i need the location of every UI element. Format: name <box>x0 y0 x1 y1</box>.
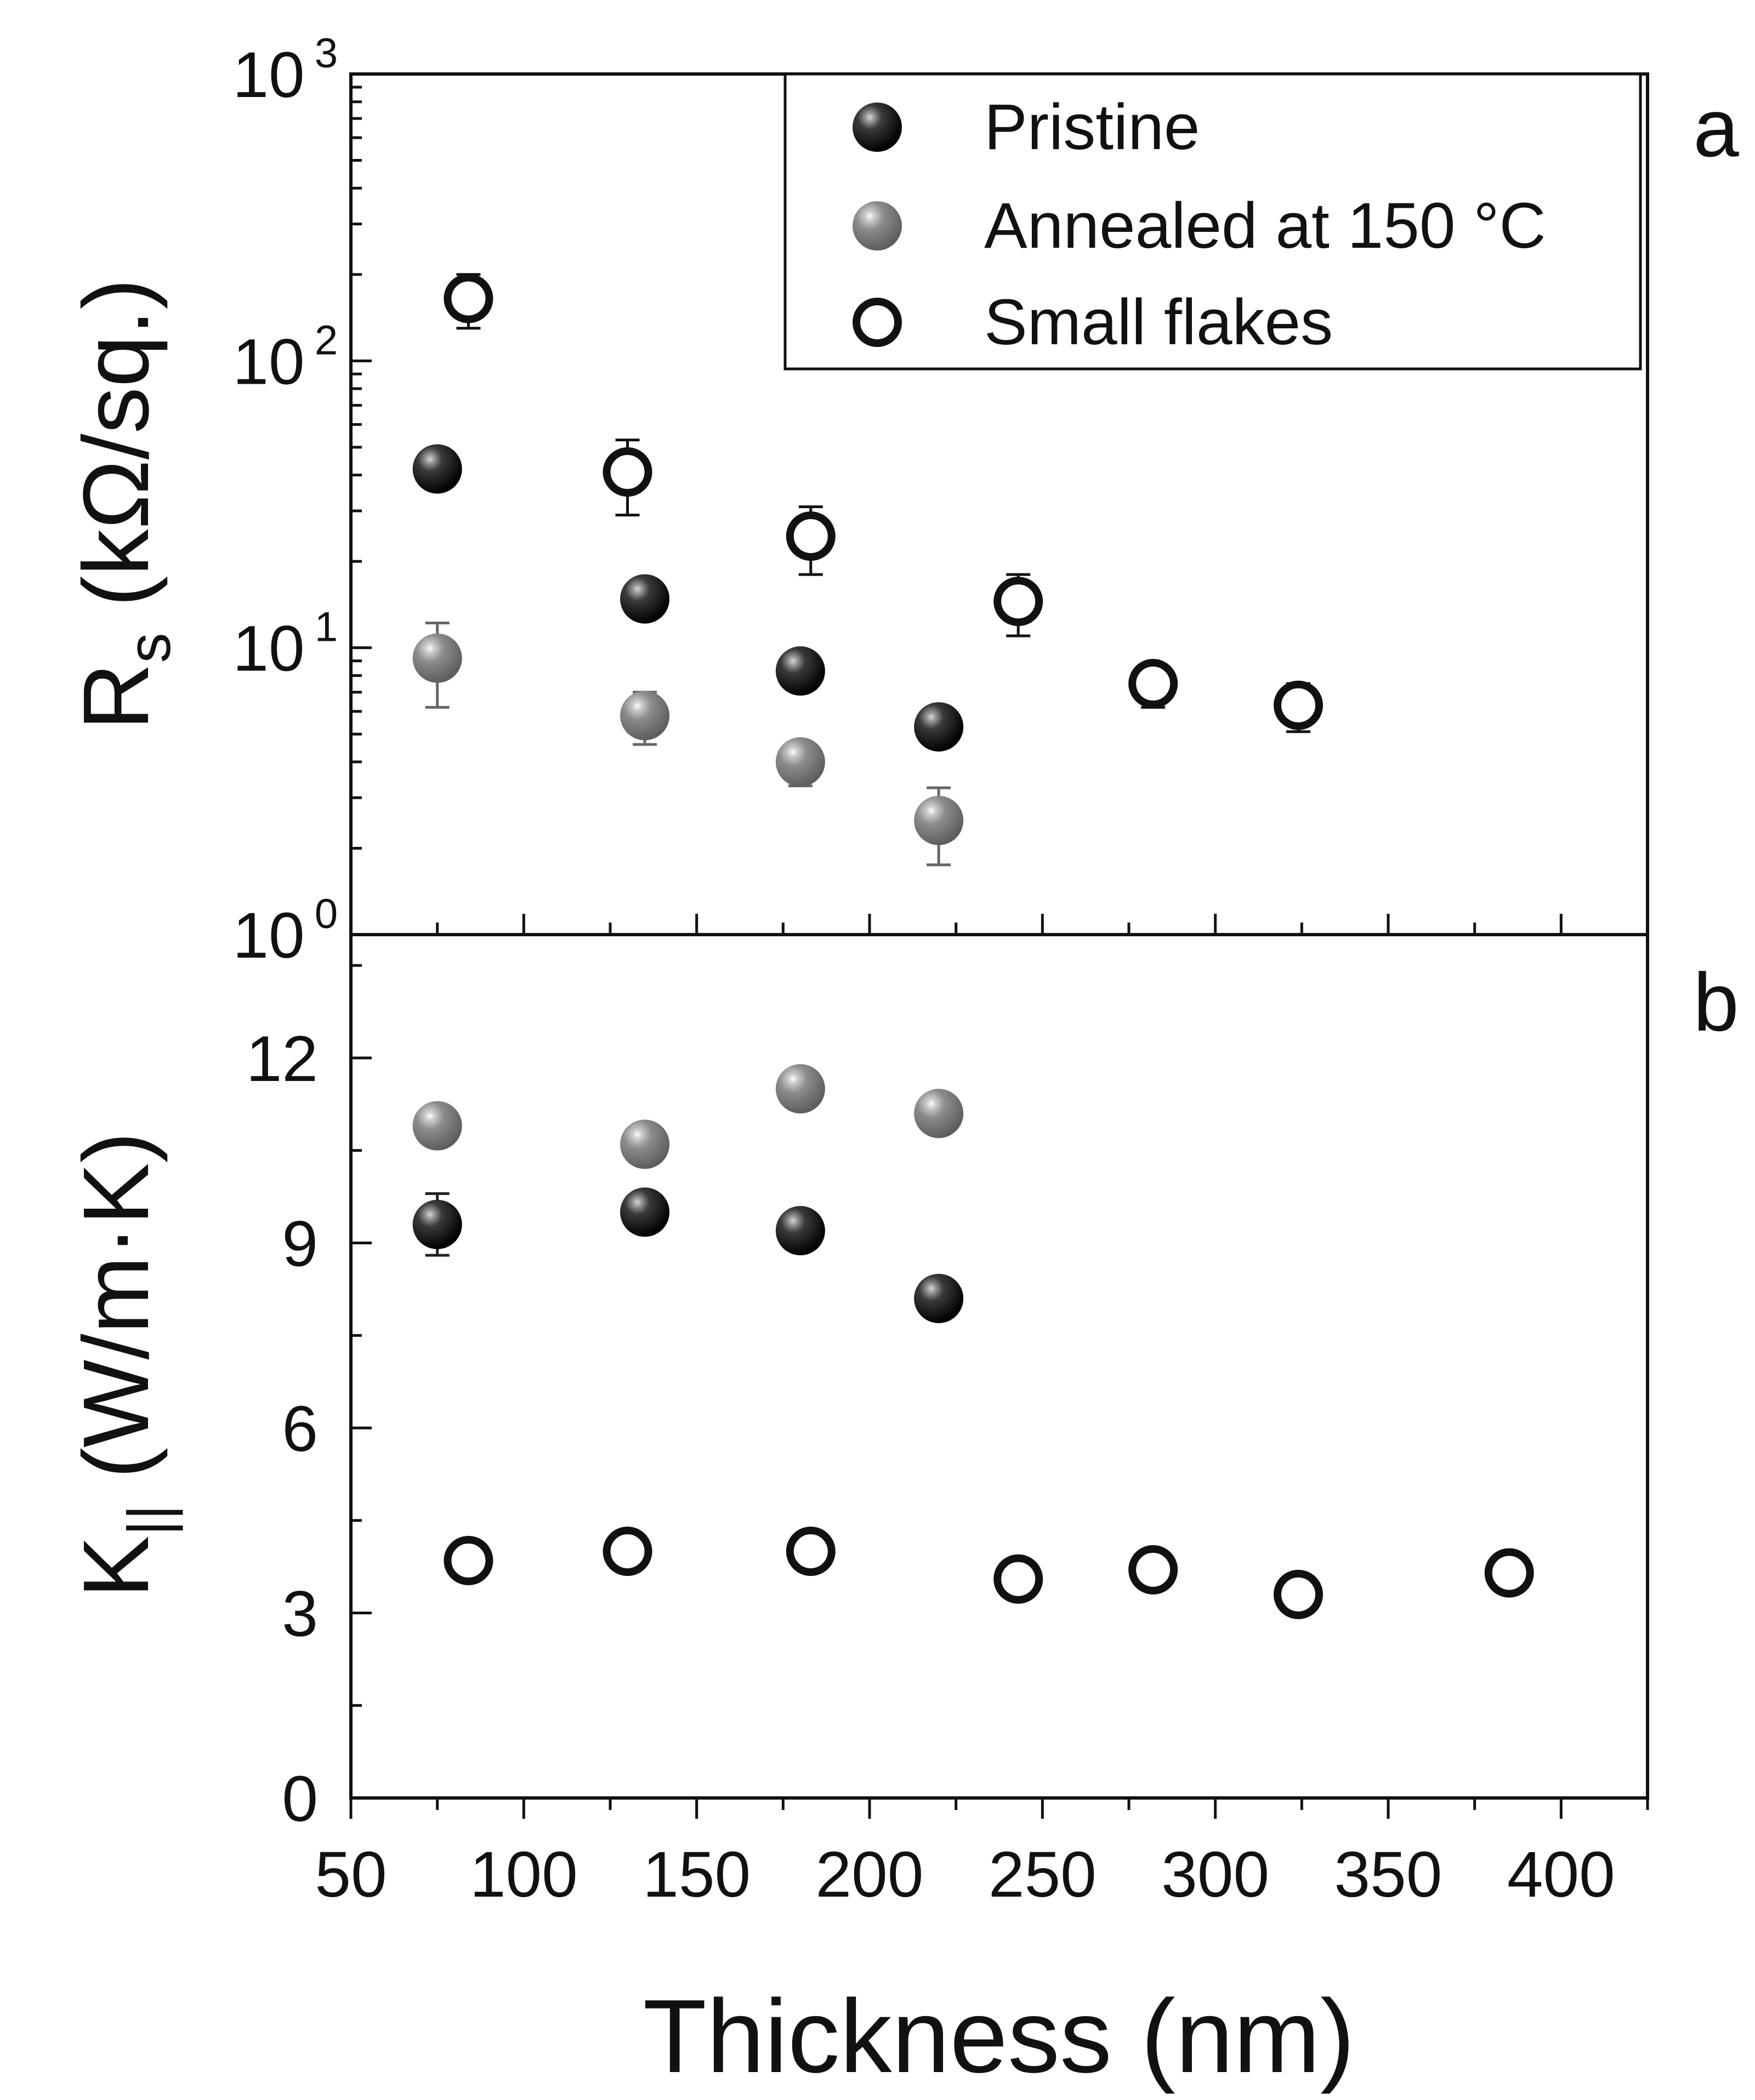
panel-a-point-small-flakes <box>1274 680 1324 730</box>
panel-label-a: a <box>1693 82 1739 174</box>
y-tick-label-a: 10 <box>232 900 304 972</box>
x-tick-label: 50 <box>315 1839 387 1911</box>
x-tick-label: 200 <box>816 1839 924 1911</box>
y-tick-label-b: 12 <box>246 1023 318 1095</box>
panel-b-point-annealed-at-150-c <box>620 1119 670 1169</box>
panel-a-point-pristine <box>914 702 964 752</box>
panel-a-ylabel: Rs (kΩ/sq.) <box>64 278 183 730</box>
legend-label-small-flakes: Small flakes <box>984 286 1333 358</box>
panel-b-point-pristine <box>914 1273 964 1323</box>
panel-a-point-small-flakes <box>786 511 836 561</box>
x-tick-label: 250 <box>989 1839 1097 1911</box>
panel-b-point-pristine <box>620 1187 670 1237</box>
panel-b-point-annealed-at-150-c <box>914 1089 964 1139</box>
panel-a-point-small-flakes <box>993 577 1043 627</box>
panel-b-point-small-flakes <box>444 1535 493 1585</box>
y-tick-label-b: 3 <box>282 1578 318 1651</box>
panel-a-point-small-flakes <box>1128 659 1178 709</box>
panel-a-point-annealed-at-150-c <box>412 633 462 683</box>
y-tick-label-b: 6 <box>282 1393 318 1465</box>
legend-box <box>783 72 1642 371</box>
y-tick-exp-a: 3 <box>315 30 338 77</box>
y-tick-exp-a: 2 <box>315 317 338 363</box>
y-tick-exp-a: 1 <box>315 604 338 651</box>
panel-a-point-annealed-at-150-c <box>775 737 825 787</box>
axis-ticks <box>349 72 1649 1819</box>
panel-a-point-small-flakes <box>603 447 652 497</box>
panel-b-point-small-flakes <box>603 1527 652 1576</box>
panel-b-point-small-flakes <box>1274 1569 1324 1619</box>
panel-a-point-small-flakes <box>444 274 493 323</box>
y-tick-label-a: 10 <box>232 613 304 685</box>
y-tick-label-b: 0 <box>282 1763 318 1835</box>
y-tick-label-b: 9 <box>282 1208 318 1281</box>
x-axis-title: Thickness (nm) <box>643 1978 1355 2095</box>
y-tick-label-a: 10 <box>232 39 304 111</box>
panel-label-b: b <box>1693 956 1739 1048</box>
panel-b-ylabel: K|| (W/m·K) <box>64 1132 183 1598</box>
x-tick-label: 150 <box>643 1839 751 1911</box>
panel-b-point-pristine <box>775 1206 825 1255</box>
legend-label-annealed: Annealed at 150 °C <box>984 190 1546 262</box>
legend-label-pristine: Pristine <box>984 91 1200 163</box>
x-tick-label: 300 <box>1161 1839 1269 1911</box>
panel-a-point-pristine <box>412 444 462 494</box>
panel-b-point-small-flakes <box>1128 1545 1178 1595</box>
legend-marker-annealed <box>853 201 902 251</box>
data-marks <box>412 273 1534 1619</box>
panel-b-point-small-flakes <box>786 1527 836 1576</box>
legend-marker-pristine <box>853 103 902 152</box>
x-tick-label: 350 <box>1334 1839 1442 1911</box>
panel-b-frame <box>349 933 1649 1800</box>
y-tick-exp-a: 0 <box>315 891 338 937</box>
x-tick-label: 400 <box>1507 1839 1615 1911</box>
legend: Pristine Annealed at 150 °C Small flakes <box>783 72 1642 371</box>
legend-marker-small-flakes <box>853 298 902 347</box>
panel-b-point-small-flakes <box>1484 1548 1534 1598</box>
panel-b-point-annealed-at-150-c <box>412 1101 462 1151</box>
panel-a-point-annealed-at-150-c <box>620 691 670 741</box>
panel-a-point-pristine <box>775 646 825 696</box>
panel-b-point-annealed-at-150-c <box>775 1064 825 1114</box>
x-tick-label: 100 <box>470 1839 578 1911</box>
panel-b-point-pristine <box>412 1199 462 1249</box>
y-tick-label-a: 10 <box>232 326 304 398</box>
panel-a-point-annealed-at-150-c <box>914 795 964 845</box>
panel-b-point-small-flakes <box>993 1554 1043 1604</box>
panel-a-point-pristine <box>620 574 670 624</box>
